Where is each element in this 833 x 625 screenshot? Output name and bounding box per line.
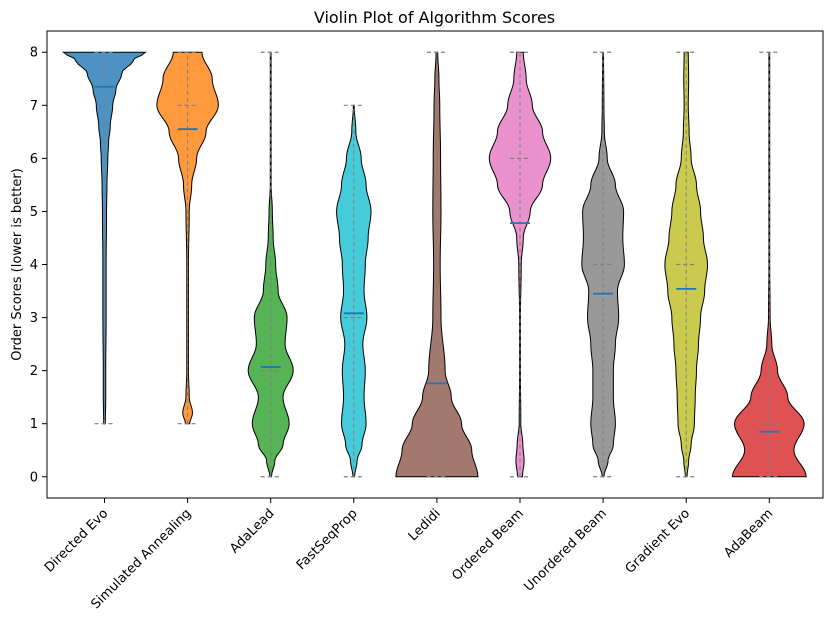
axes-frame — [46, 30, 824, 499]
x-tick-label: Gradient Evo — [623, 506, 693, 576]
x-tick-label: AdaLead — [227, 506, 277, 556]
x-tick-label: Directed Evo — [42, 506, 111, 575]
y-tick-label: 1 — [30, 417, 38, 432]
x-tick-label: Ordered Beam — [449, 506, 526, 583]
y-tick-label: 5 — [30, 205, 38, 220]
y-axis-label: Order Scores (lower is better) — [10, 168, 25, 361]
y-tick-label: 6 — [30, 152, 38, 167]
x-tick-label: Unordered Beam — [521, 506, 609, 594]
y-tick-label: 0 — [30, 470, 38, 485]
y-tick-label: 3 — [30, 311, 38, 326]
y-tick-label: 7 — [30, 99, 38, 114]
x-tick-label: FastSeqProp — [294, 506, 361, 573]
y-tick-label: 8 — [30, 46, 38, 61]
y-tick-label: 2 — [30, 364, 38, 379]
chart-title: Violin Plot of Algorithm Scores — [314, 8, 555, 27]
y-tick-label: 4 — [30, 258, 38, 273]
x-tick-label: Ledidi — [406, 506, 444, 544]
x-tick-label: AdaBeam — [721, 506, 776, 561]
